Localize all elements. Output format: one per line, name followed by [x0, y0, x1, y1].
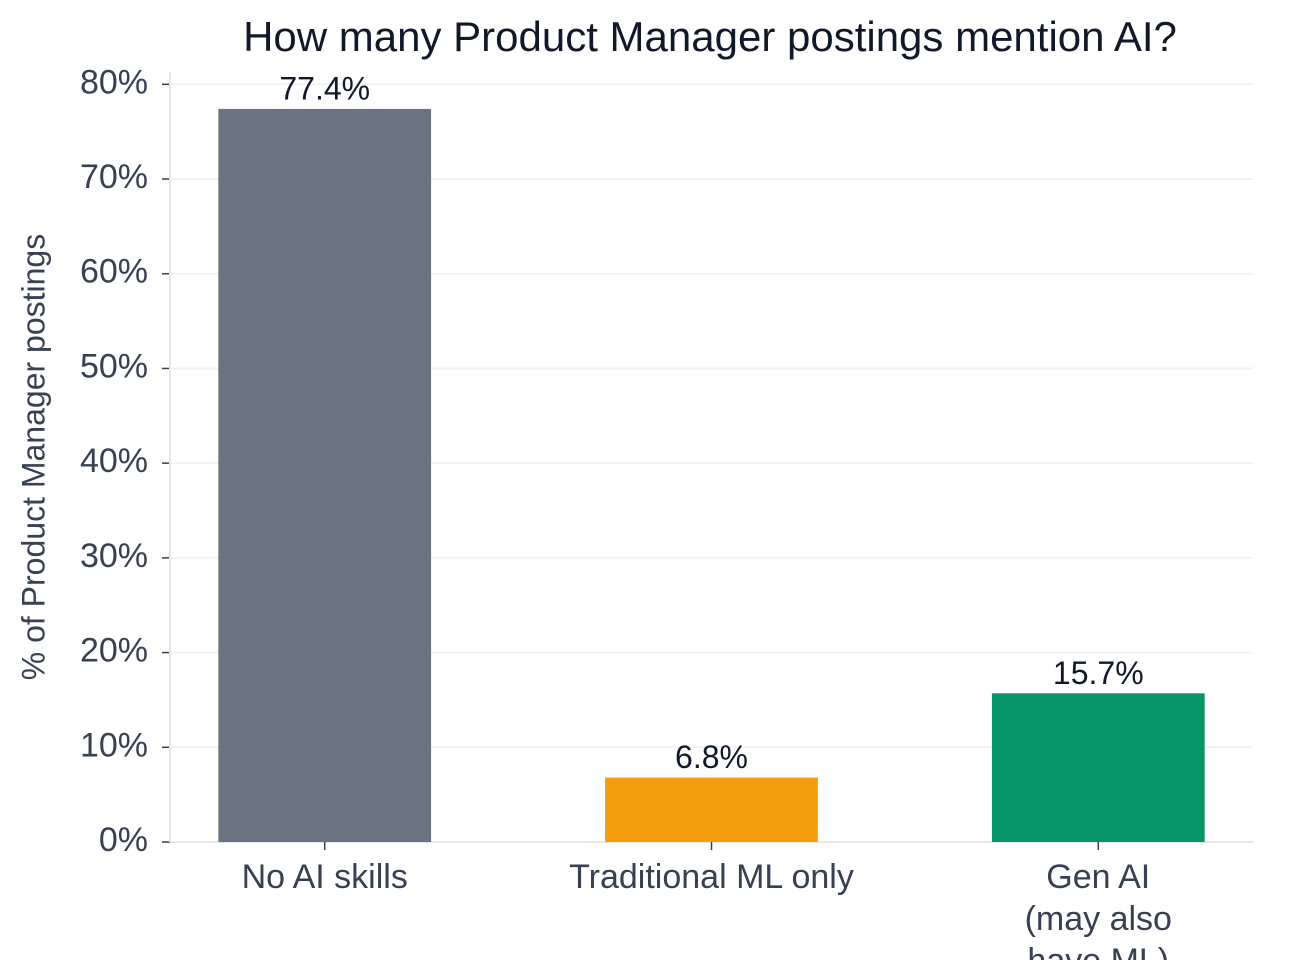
y-axis-label: % of Product Manager postings	[15, 234, 51, 680]
y-tick-label: 10%	[80, 726, 148, 764]
x-tick-label: No AI skills	[241, 858, 408, 896]
y-tick-label: 20%	[80, 632, 148, 670]
y-tick-label: 80%	[80, 63, 148, 101]
x-tick-label: Gen AI (may also have ML)	[1024, 858, 1172, 960]
bar	[605, 777, 818, 842]
chart-title: How many Product Manager postings mentio…	[243, 13, 1177, 60]
bar	[991, 693, 1205, 842]
y-tick-label: 0%	[99, 821, 148, 859]
value-label: 77.4%	[279, 70, 370, 106]
y-tick-label: 30%	[80, 537, 148, 575]
value-label: 15.7%	[1053, 655, 1144, 691]
y-tick-label: 60%	[80, 253, 148, 291]
y-tick-label: 50%	[80, 347, 148, 385]
y-tick-label: 40%	[80, 442, 148, 480]
bar	[218, 108, 432, 843]
value-label: 6.8%	[675, 739, 748, 775]
x-tick-label: Traditional ML only	[569, 858, 854, 896]
y-tick-label: 70%	[80, 158, 148, 196]
